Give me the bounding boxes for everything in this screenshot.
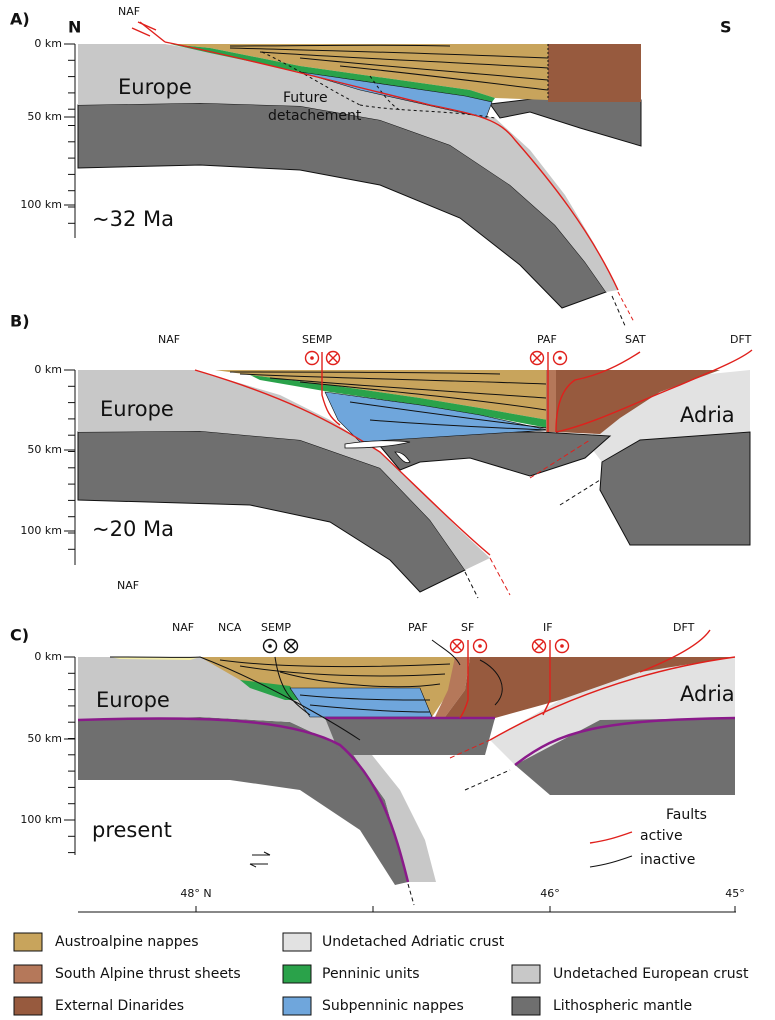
annotation: Future — [283, 90, 328, 106]
legend-line — [590, 832, 632, 843]
legend-swatch — [512, 997, 540, 1015]
fault-extension — [465, 480, 600, 598]
european-mantle — [78, 103, 606, 308]
unit-label: Europe — [118, 75, 192, 99]
fault-extension — [612, 296, 626, 328]
legend-label: Lithospheric mantle — [553, 998, 692, 1014]
legend-label: Undetached European crust — [553, 966, 749, 982]
fault-label: PAF — [408, 621, 428, 634]
age-label: present — [92, 818, 172, 842]
fault-label: SF — [461, 621, 474, 634]
panel-c: C) NAF NCA SEMP PAF SF IF DFT Europe Adr… — [10, 621, 735, 905]
fault-label: PAF — [537, 333, 557, 346]
latitude-axis: 48° N 46° 45° — [78, 887, 745, 912]
naf-arrows — [132, 22, 156, 36]
legend-swatch — [283, 933, 311, 951]
age-label: ~32 Ma — [92, 207, 174, 231]
tick-label: 50 km — [27, 110, 62, 123]
motion-symbol — [560, 644, 564, 648]
tick-label: 0 km — [34, 37, 62, 50]
legend-swatch — [14, 933, 42, 951]
tick-label: 46° — [540, 887, 560, 900]
central-mantle — [325, 718, 495, 755]
tick-label: 50 km — [27, 732, 62, 745]
tick-label: 48° N — [180, 887, 211, 900]
legend-swatch — [14, 965, 42, 983]
fault-label: NCA — [218, 621, 242, 634]
south-label: S — [720, 18, 732, 37]
legend-swatch — [283, 997, 311, 1015]
fault-label: SAT — [625, 333, 646, 346]
tick-label: 100 km — [20, 198, 62, 211]
unit-label: Adria — [680, 682, 735, 706]
tick-label: 45° — [725, 887, 745, 900]
fault-label: IF — [543, 621, 553, 634]
legend-swatch — [14, 997, 42, 1015]
legend-label: active — [640, 828, 683, 844]
legend-label: Austroalpine nappes — [55, 934, 199, 950]
unit-label: Europe — [96, 688, 170, 712]
panel-label: B) — [10, 312, 30, 331]
motion-symbol — [268, 644, 272, 648]
panel-b: B) NAF SEMP PAF SAT DFT Europe Adria ~20… — [10, 312, 752, 599]
unit-label: Adria — [680, 403, 735, 427]
motion-symbol — [310, 356, 314, 360]
legend-title: Faults — [666, 807, 707, 823]
legend-label: External Dinarides — [55, 998, 184, 1014]
unit-label: Europe — [100, 397, 174, 421]
figure: A) N S NAF Europe Future detachement ~32… — [0, 0, 775, 1020]
fault-label: DFT — [730, 333, 752, 346]
panel-label: C) — [10, 626, 29, 645]
strike-slip-symbol — [250, 852, 270, 867]
motion-symbol — [558, 356, 562, 360]
fault-label: SEMP — [261, 621, 291, 634]
fault-label: NAF — [118, 5, 140, 18]
fault-label: SEMP — [302, 333, 332, 346]
legend-label: Undetached Adriatic crust — [322, 934, 505, 950]
legend-swatch — [283, 965, 311, 983]
depth-axes: 0 km 50 km 100 km 0 km 50 km 100 km 0 km 50 km 1… — [20, 37, 75, 855]
legend-label: Penninic units — [322, 966, 420, 982]
legend-line — [590, 856, 632, 867]
tick-label: 0 km — [34, 650, 62, 663]
dinarides — [548, 44, 641, 102]
fault-label: NAF — [158, 333, 180, 346]
legend-label: Subpenninic nappes — [322, 998, 464, 1014]
fault-extension — [618, 292, 634, 322]
legend: Austroalpine nappes South Alpine thrust s… — [14, 933, 749, 1015]
fault-label: DFT — [673, 621, 695, 634]
legend-swatch — [512, 965, 540, 983]
north-label: N — [68, 18, 81, 37]
legend-label: South Alpine thrust sheets — [55, 966, 241, 982]
motion-symbol — [478, 644, 482, 648]
panel-a: A) N S NAF Europe Future detachement ~32… — [10, 5, 732, 328]
legend-label: inactive — [640, 852, 695, 868]
tick-label: 100 km — [20, 524, 62, 537]
annotation: detachement — [268, 108, 362, 124]
fault-label: NAF — [172, 621, 194, 634]
tick-label: 50 km — [27, 443, 62, 456]
panel-label: A) — [10, 10, 30, 29]
fault-label: NAF — [117, 579, 139, 592]
age-label: ~20 Ma — [92, 517, 174, 541]
subpenninic — [290, 688, 432, 717]
tick-label: 0 km — [34, 363, 62, 376]
tick-label: 100 km — [20, 813, 62, 826]
